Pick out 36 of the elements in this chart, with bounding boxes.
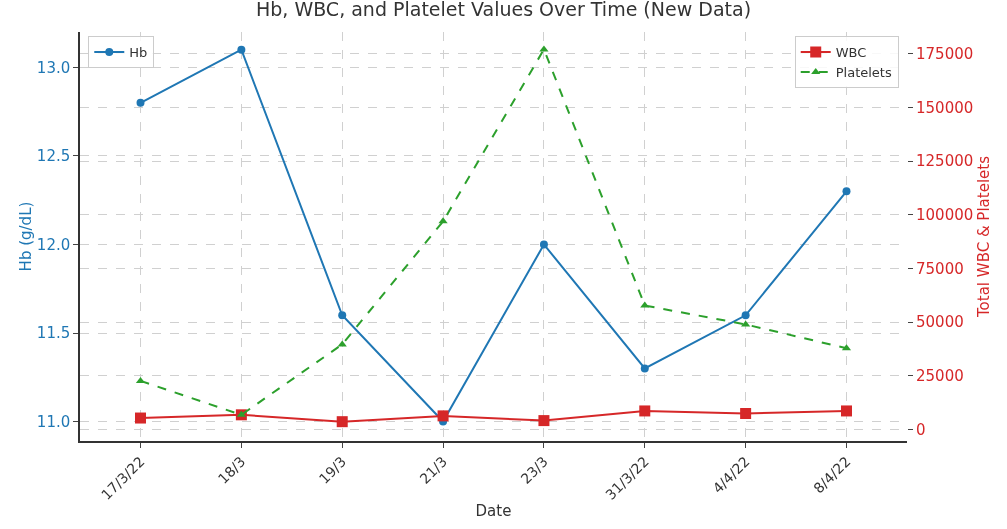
legend-label: Hb [129, 45, 148, 61]
y2-tick-label: 100000 [916, 205, 974, 224]
point [237, 45, 246, 54]
point [136, 98, 145, 107]
y2-axis-title: Total WBC & Platelets [975, 155, 994, 318]
y2-tick-label: 75000 [916, 259, 964, 278]
point [538, 415, 550, 427]
point [539, 240, 548, 249]
chart-title: Hb, WBC, and Platelet Values Over Time (New Data) [255, 0, 752, 20]
point [338, 311, 347, 320]
point [741, 311, 750, 320]
point [840, 405, 852, 417]
y-tick-label: 12.5 [36, 147, 71, 166]
y-tick-label: 13.0 [36, 58, 71, 77]
y2-tick-label: 25000 [916, 366, 964, 385]
point [437, 410, 449, 422]
y-axis-title: Hb (g/dL) [16, 201, 35, 272]
y2-tick-label: 0 [916, 420, 926, 439]
point [842, 187, 851, 196]
point [336, 416, 348, 428]
y-tick-label: 12.0 [36, 235, 71, 254]
point [640, 301, 650, 308]
point [639, 405, 651, 417]
y2-tick-label: 50000 [916, 313, 964, 332]
y-tick-label: 11.0 [36, 412, 71, 431]
point [640, 364, 649, 373]
y2-tick-label: 150000 [916, 98, 974, 117]
point [740, 408, 752, 420]
legend-label: WBC [835, 45, 867, 61]
legend-label: Platelets [835, 65, 892, 81]
y2-tick-label: 125000 [916, 152, 974, 171]
point [236, 410, 246, 417]
y2-tick-label: 175000 [916, 44, 974, 63]
point [135, 412, 147, 424]
y-tick-label: 11.5 [36, 324, 71, 343]
x-axis-title: Date [475, 502, 512, 521]
